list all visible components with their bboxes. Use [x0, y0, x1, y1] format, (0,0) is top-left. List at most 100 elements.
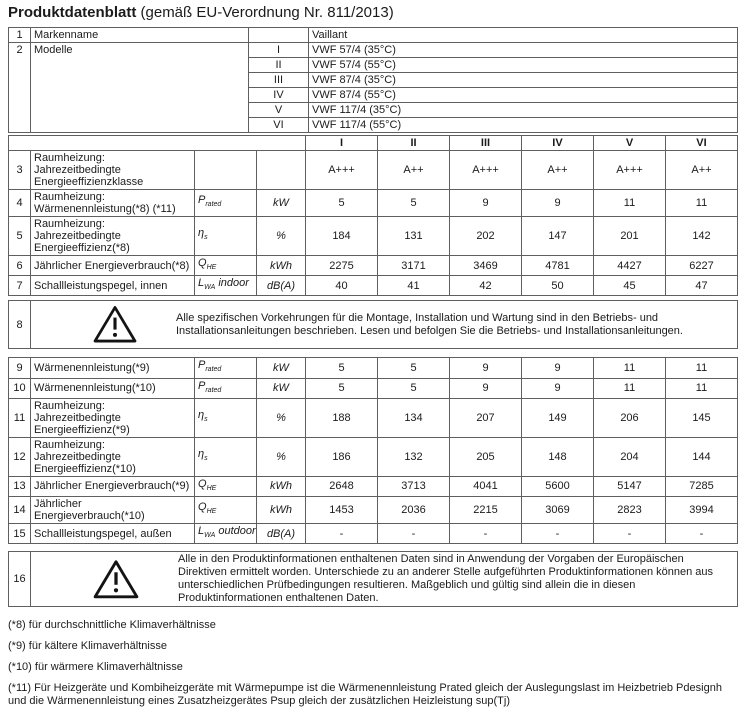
warning-cell: Alle spezifischen Vorkehrungen für die M…	[30, 300, 738, 350]
row-number: 10	[8, 377, 31, 399]
unit-cell	[256, 150, 306, 190]
table-row: 12 Raumheizung: Jahrezeitbedingte Energie…	[8, 436, 738, 477]
data-value: 184	[305, 216, 378, 256]
data-value: 11	[665, 377, 738, 399]
data-value: -	[593, 522, 666, 545]
data-value: A++	[665, 150, 738, 190]
warning-text: Alle spezifischen Vorkehrungen für die M…	[176, 311, 683, 337]
column-header-vi: VI	[665, 135, 738, 151]
table-row: 16 Alle in den Produktinformationen enth…	[8, 551, 738, 608]
data-value: 9	[449, 189, 522, 217]
symbol-letter: Q	[198, 257, 207, 269]
data-value: 5147	[593, 475, 666, 497]
symbol-subscript: rated	[205, 201, 222, 209]
row-number: 13	[8, 475, 31, 497]
data-value: A+++	[593, 150, 666, 190]
model-index-empty	[248, 27, 309, 43]
symbol-cell: QHE	[194, 254, 257, 277]
unit-cell: kW	[256, 377, 306, 399]
symbol-letter: P	[198, 359, 206, 372]
table-row: 14 Jährlicher Energieverbrauch(*10) QHE kWh…	[8, 495, 738, 524]
model-name: VWF 117/4 (35°C)	[308, 102, 738, 118]
row-label: Wärmenennleistung(*10)	[30, 377, 195, 399]
data-value: -	[449, 522, 522, 545]
data-value: 144	[665, 436, 738, 477]
title-suffix: (gemäß EU-Verordnung Nr. 811/2013)	[136, 4, 394, 21]
data-value: 40	[305, 275, 378, 297]
symbol-cell	[194, 150, 257, 190]
model-name: VWF 57/4 (35°C)	[308, 42, 738, 58]
row-label: Raumheizung: Jahrezeitbedingte Energieef…	[30, 216, 195, 256]
data-value: 3994	[665, 495, 738, 524]
data-value: 4781	[521, 254, 594, 277]
data-value: -	[521, 522, 594, 545]
symbol-letter: L	[198, 524, 205, 537]
row-number: 8	[8, 300, 31, 350]
symbol-cell: Prated	[194, 357, 257, 379]
symbol-cell: ηs	[194, 436, 257, 477]
unit-cell: kW	[256, 357, 306, 379]
data-value: A+++	[449, 150, 522, 190]
brand-value: Vaillant	[308, 27, 738, 43]
data-value: 149	[521, 397, 594, 438]
symbol-letter: Q	[198, 501, 207, 514]
data-value: 5600	[521, 475, 594, 497]
row-number: 5	[8, 216, 31, 256]
row-number: 7	[8, 275, 31, 297]
data-value: 11	[593, 357, 666, 379]
row-label: Jährlicher Energieverbrauch(*10)	[30, 495, 195, 524]
data-value: 9	[449, 377, 522, 399]
column-header-iii: III	[449, 135, 522, 151]
row-number: 15	[8, 522, 31, 545]
row-label: Wärmenennleistung(*9)	[30, 357, 195, 379]
data-value: 45	[593, 275, 666, 297]
symbol-letter: η	[198, 227, 205, 240]
warning-triangle-icon	[92, 304, 138, 345]
data-value: 132	[377, 436, 450, 477]
data-value: 11	[665, 357, 738, 379]
unit-cell: kWh	[256, 254, 306, 277]
table-row: 3 Raumheizung: Jahrezeitbedingte Energiee…	[8, 150, 738, 190]
symbol-subscript: s	[204, 455, 208, 463]
data-value: 3469	[449, 254, 522, 277]
header-spacer	[8, 135, 306, 151]
table-row: 15 Schallleistungspegel, außen LWA outdoor…	[8, 522, 738, 545]
model-row: III VWF 87/4 (35°C)	[9, 72, 738, 88]
model-name: VWF 57/4 (55°C)	[308, 57, 738, 73]
row-label: Modelle	[30, 42, 249, 133]
warning-text: Alle in den Produktinformationen enthalt…	[178, 553, 714, 605]
data-value: 5	[377, 189, 450, 217]
data-value: 202	[449, 216, 522, 256]
symbol-subscript: HE	[206, 484, 217, 492]
symbol-subscript: s	[204, 234, 208, 242]
row-number: 1	[8, 27, 31, 43]
row-label: Jährlicher Energieverbrauch(*8)	[30, 254, 195, 277]
symbol-suffix: outdoor	[215, 524, 256, 537]
warning-cell: Alle in den Produktinformationen enthalt…	[30, 551, 738, 608]
model-index: IV	[248, 87, 309, 103]
table-row: 5 Raumheizung: Jahrezeitbedingte Energiee…	[8, 216, 738, 256]
data-value: 5	[305, 357, 378, 379]
symbol-letter: Q	[198, 477, 207, 490]
footnote: (*11) Für Heizgeräte und Kombiheizgeräte…	[8, 682, 722, 708]
data-value: 5	[305, 189, 378, 217]
symbol-subscript: rated	[205, 366, 222, 374]
row-number: 2	[8, 42, 31, 133]
data-value: 4427	[593, 254, 666, 277]
data-value: 9	[521, 357, 594, 379]
data-value: 11	[593, 189, 666, 217]
data-value: 207	[449, 397, 522, 438]
footnote: (*9) für kältere Klimaverhältnisse	[8, 640, 167, 653]
row-number: 3	[8, 150, 31, 190]
data-value: 3713	[377, 475, 450, 497]
data-value: 205	[449, 436, 522, 477]
symbol-letter: η	[198, 448, 205, 461]
row-number: 14	[8, 495, 31, 524]
data-value: 145	[665, 397, 738, 438]
data-value: 5	[377, 357, 450, 379]
data-value: -	[665, 522, 738, 545]
row-label: Schallleistungspegel, innen	[30, 275, 195, 297]
symbol-subscript: rated	[205, 386, 222, 394]
symbol-letter: L	[198, 277, 205, 290]
